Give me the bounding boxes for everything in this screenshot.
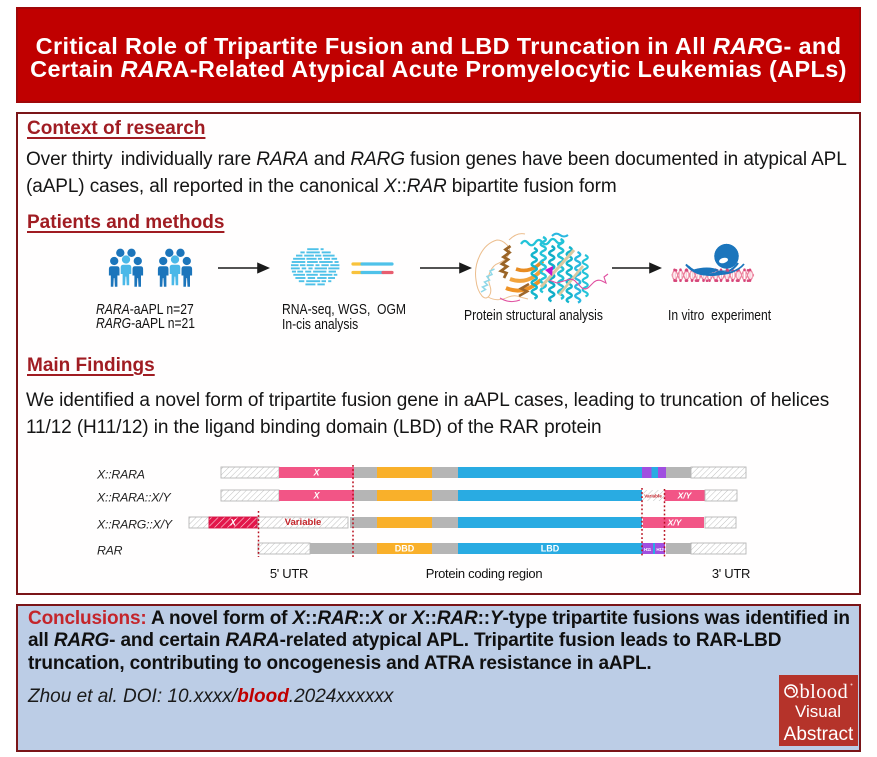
svg-text:DBD: DBD bbox=[395, 543, 415, 553]
svg-text:Abstract: Abstract bbox=[784, 724, 854, 745]
svg-text:X::RARA::X/Y: X::RARA::X/Y bbox=[96, 491, 171, 505]
svg-text:Variable: Variable bbox=[644, 494, 662, 499]
svg-text:X::RARG::X/Y: X::RARG::X/Y bbox=[96, 518, 173, 532]
svg-text:Visual: Visual bbox=[795, 702, 841, 721]
svg-text:H11: H11 bbox=[644, 547, 652, 552]
svg-text:LBD: LBD bbox=[541, 543, 560, 553]
svg-text:X: X bbox=[313, 468, 321, 478]
svg-text:X/Y: X/Y bbox=[667, 518, 683, 528]
svg-text:3' UTR: 3' UTR bbox=[712, 566, 750, 581]
svg-text:X::RARA: X::RARA bbox=[96, 468, 145, 482]
svg-text:blood: blood bbox=[800, 681, 849, 703]
svg-text:X/Y: X/Y bbox=[677, 491, 693, 501]
svg-text:5' UTR: 5' UTR bbox=[270, 566, 308, 581]
svg-text:H12: H12 bbox=[656, 547, 664, 552]
svg-text:X: X bbox=[313, 491, 321, 501]
svg-text:Protein coding region: Protein coding region bbox=[426, 566, 543, 581]
svg-text:Variable: Variable bbox=[285, 517, 322, 528]
svg-text:RAR: RAR bbox=[97, 544, 123, 558]
svg-text:X: X bbox=[229, 518, 237, 528]
